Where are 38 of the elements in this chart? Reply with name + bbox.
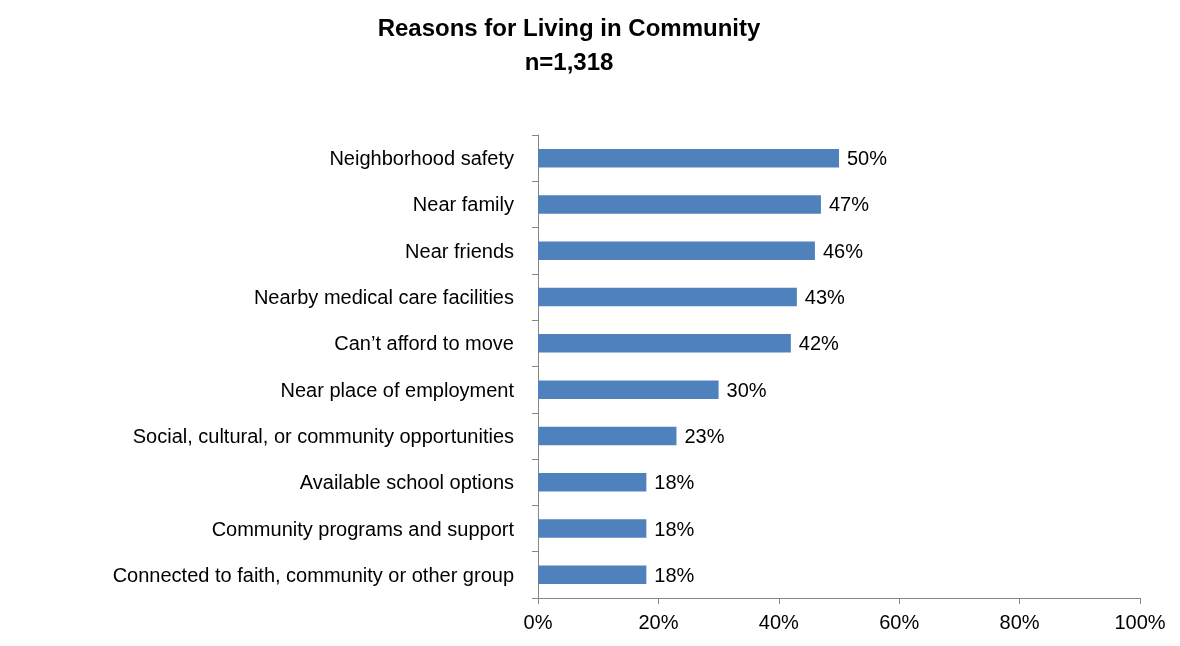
y-tick-label: Near family xyxy=(412,193,514,216)
y-tick-label: Neighborhood safety xyxy=(329,147,514,170)
x-tick-label: 40% xyxy=(758,611,800,633)
bar xyxy=(538,519,647,538)
y-tick-label: Near friends xyxy=(405,239,514,262)
bar xyxy=(538,380,719,399)
chart-subtitle: n=1,318 xyxy=(524,47,614,75)
bar xyxy=(538,148,839,168)
y-tick-label: Available school options xyxy=(299,471,514,494)
data-label: 18% xyxy=(654,563,695,586)
bar xyxy=(538,287,797,307)
bar xyxy=(538,195,821,214)
data-label: 18% xyxy=(654,517,695,540)
bar xyxy=(538,565,647,585)
bar xyxy=(538,334,791,353)
bar xyxy=(538,426,677,446)
x-tick-label: 20% xyxy=(638,611,679,633)
data-label: 42% xyxy=(798,332,840,355)
y-tick-label: Near place of employment xyxy=(280,378,515,401)
y-tick-label: Nearby medical care facilities xyxy=(253,286,514,309)
x-tick-label: 80% xyxy=(999,611,1040,633)
x-tick-label: 0% xyxy=(523,611,553,633)
y-tick-label: Can’t afford to move xyxy=(334,332,514,355)
y-tick-label: Connected to faith, community or other group xyxy=(112,563,514,586)
data-label: 23% xyxy=(684,424,725,447)
data-label: 47% xyxy=(828,193,870,216)
x-tick-label: 100% xyxy=(1114,611,1166,633)
y-tick-label: Community programs and support xyxy=(211,517,515,540)
data-label: 30% xyxy=(726,378,767,401)
data-label: 18% xyxy=(654,471,695,494)
data-label: 50% xyxy=(847,147,888,170)
bar xyxy=(538,241,815,261)
chart-title: Reasons for Living in Community xyxy=(377,13,761,41)
y-tick-label: Social, cultural, or community opportunities xyxy=(132,424,514,447)
x-tick-label: 60% xyxy=(879,611,920,633)
data-label: 46% xyxy=(822,239,864,262)
data-label: 43% xyxy=(804,286,846,309)
bar xyxy=(538,472,647,492)
